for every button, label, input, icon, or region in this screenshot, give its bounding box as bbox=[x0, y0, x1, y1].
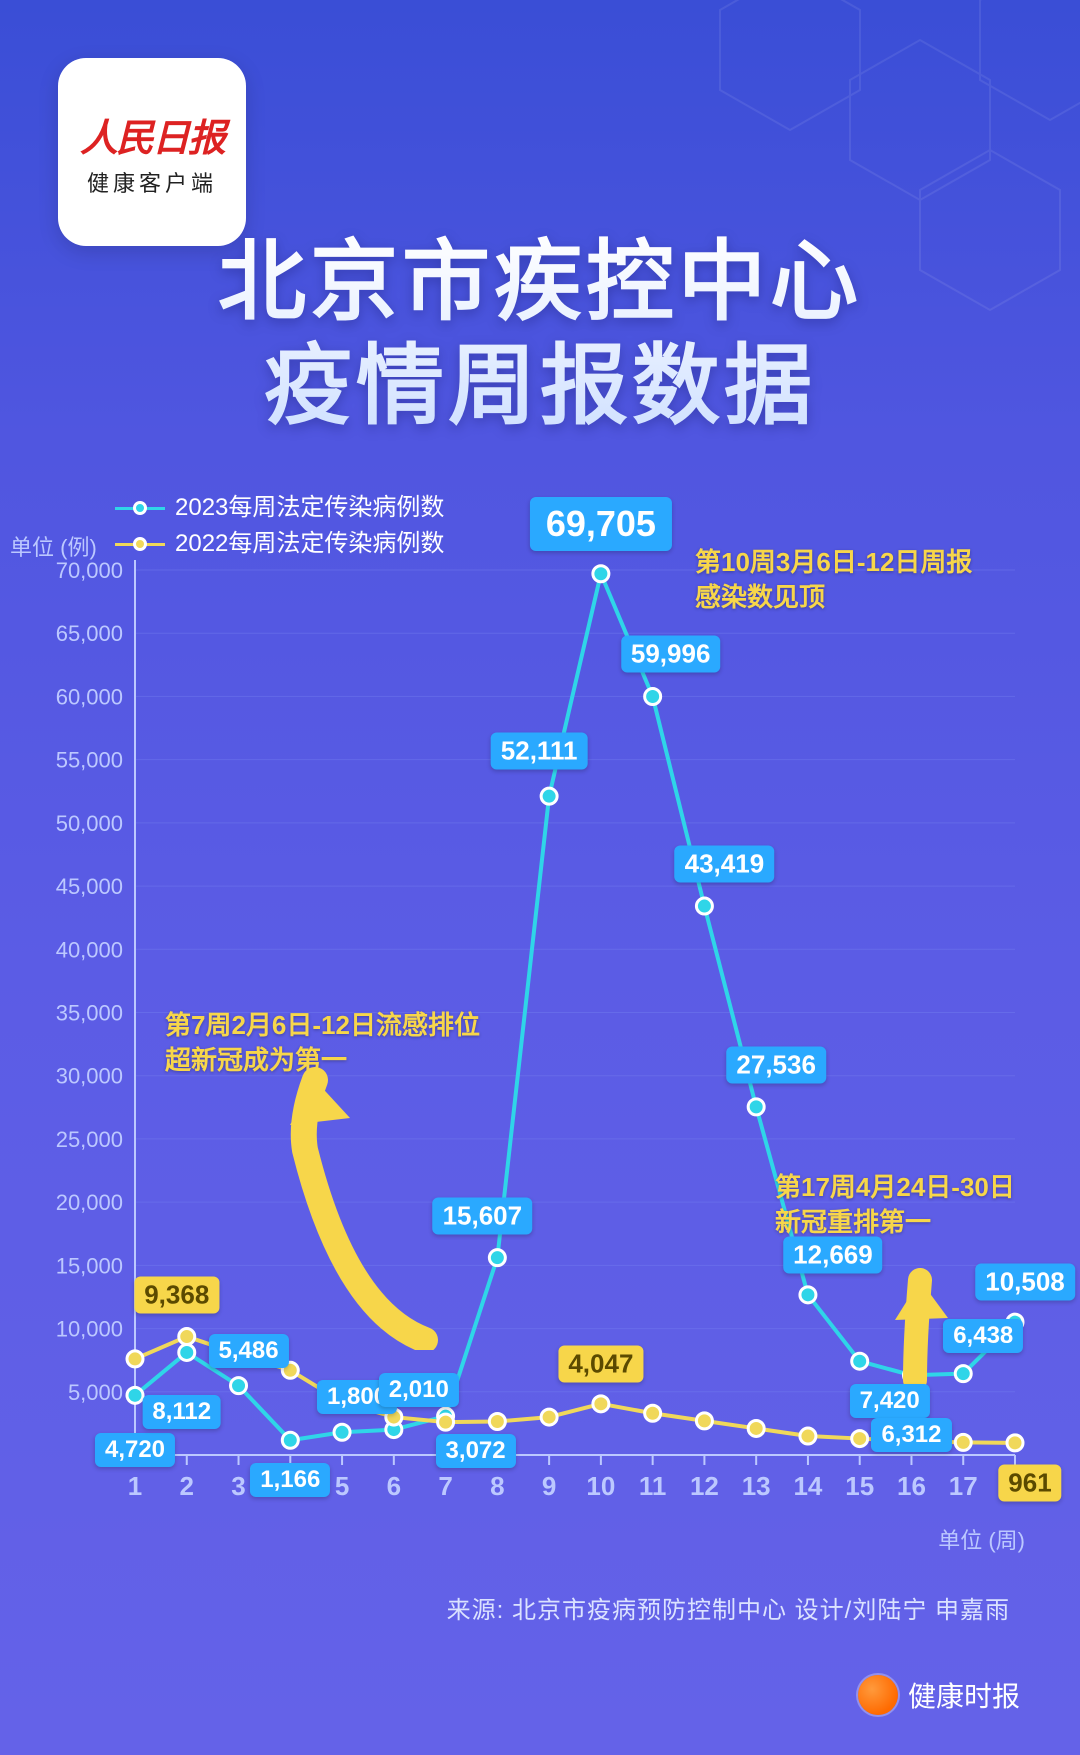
x-tick-label: 10 bbox=[586, 1471, 615, 1501]
series-marker-2022 bbox=[852, 1431, 868, 1447]
x-tick-label: 15 bbox=[845, 1471, 874, 1501]
footer-brand-icon bbox=[858, 1675, 898, 1715]
x-tick-label: 2 bbox=[180, 1471, 194, 1501]
x-tick-label: 13 bbox=[742, 1471, 771, 1501]
data-label: 3,072 bbox=[436, 1434, 516, 1468]
legend-item-2022: 2022每周法定传染病例数 bbox=[115, 526, 444, 562]
legend-label-2023: 2023每周法定传染病例数 bbox=[175, 490, 444, 526]
y-tick-label: 25,000 bbox=[56, 1127, 123, 1152]
y-tick-label: 40,000 bbox=[56, 937, 123, 962]
logo-sub-text: 健康客户端 bbox=[87, 166, 217, 198]
y-tick-label: 55,000 bbox=[56, 748, 123, 773]
x-tick-label: 7 bbox=[438, 1471, 452, 1501]
y-tick-label: 5,000 bbox=[68, 1380, 123, 1405]
y-tick-label: 45,000 bbox=[56, 874, 123, 899]
footer-brand-text: 健康时报 bbox=[908, 1675, 1020, 1715]
series-marker-2023 bbox=[334, 1424, 350, 1440]
y-tick-label: 10,000 bbox=[56, 1317, 123, 1342]
y-tick-label: 65,000 bbox=[56, 621, 123, 646]
series-marker-2022 bbox=[593, 1396, 609, 1412]
y-tick-label: 15,000 bbox=[56, 1253, 123, 1278]
series-marker-2022 bbox=[127, 1351, 143, 1367]
publisher-logo: 人民日报 健康客户端 bbox=[58, 58, 246, 246]
y-tick-label: 60,000 bbox=[56, 684, 123, 709]
source-credit: 来源: 北京市疫病预防控制中心 设计/刘陆宁 申嘉雨 bbox=[447, 1590, 1010, 1625]
title-line-1: 北京市疾控中心 bbox=[218, 232, 862, 331]
x-tick-label: 17 bbox=[949, 1471, 978, 1501]
series-marker-2023 bbox=[541, 788, 557, 804]
series-marker-2023 bbox=[231, 1378, 247, 1394]
data-label: 52,111 bbox=[491, 733, 588, 770]
page-title: 北京市疾控中心 疫情周报数据 bbox=[0, 230, 1080, 438]
y-tick-label: 35,000 bbox=[56, 1001, 123, 1026]
data-label: 27,536 bbox=[726, 1046, 826, 1083]
title-line-2: 疫情周报数据 bbox=[264, 336, 816, 435]
x-tick-label: 6 bbox=[387, 1471, 401, 1501]
data-label: 4,720 bbox=[95, 1433, 175, 1467]
data-label: 5,486 bbox=[208, 1334, 288, 1368]
x-tick-label: 12 bbox=[690, 1471, 719, 1501]
series-marker-2022 bbox=[800, 1428, 816, 1444]
arrow-week17 bbox=[870, 1230, 970, 1390]
x-tick-label: 9 bbox=[542, 1471, 556, 1501]
x-tick-label: 16 bbox=[897, 1471, 926, 1501]
series-marker-2022 bbox=[438, 1414, 454, 1430]
y-tick-label: 50,000 bbox=[56, 811, 123, 836]
legend-item-2023: 2023每周法定传染病例数 bbox=[115, 490, 444, 526]
series-marker-2023 bbox=[282, 1432, 298, 1448]
series-marker-2023 bbox=[696, 898, 712, 914]
legend-label-2022: 2022每周法定传染病例数 bbox=[175, 526, 444, 562]
x-tick-label: 8 bbox=[490, 1471, 504, 1501]
series-marker-2023 bbox=[127, 1387, 143, 1403]
data-label: 59,996 bbox=[621, 636, 721, 673]
data-label: 15,607 bbox=[433, 1197, 533, 1234]
series-marker-2023 bbox=[800, 1287, 816, 1303]
y-tick-label: 70,000 bbox=[56, 558, 123, 583]
x-tick-label: 3 bbox=[231, 1471, 245, 1501]
data-label: 8,112 bbox=[142, 1395, 221, 1429]
data-label: 10,508 bbox=[975, 1264, 1075, 1301]
logo-main-text: 人民日报 bbox=[80, 107, 224, 162]
series-marker-2022 bbox=[489, 1413, 505, 1429]
footer-brand: 健康时报 bbox=[858, 1675, 1020, 1715]
series-marker-2023 bbox=[852, 1353, 868, 1369]
series-marker-2023 bbox=[593, 566, 609, 582]
series-marker-2022 bbox=[748, 1420, 764, 1436]
data-label: 4,047 bbox=[558, 1345, 643, 1382]
data-label: 9,368 bbox=[134, 1276, 219, 1313]
data-label: 1,166 bbox=[250, 1463, 330, 1497]
series-marker-2023 bbox=[489, 1250, 505, 1266]
data-label: 12,669 bbox=[783, 1236, 883, 1273]
data-label: 961 bbox=[998, 1464, 1061, 1501]
x-tick-label: 5 bbox=[335, 1471, 349, 1501]
data-label: 43,419 bbox=[675, 846, 775, 883]
series-marker-2023 bbox=[645, 688, 661, 704]
series-marker-2023 bbox=[748, 1099, 764, 1115]
data-label: 6,438 bbox=[943, 1319, 1023, 1353]
series-marker-2022 bbox=[1007, 1435, 1023, 1451]
annotation-peak: 第10周3月6日-12日周报 感染数见顶 bbox=[695, 545, 972, 615]
x-tick-label: 1 bbox=[128, 1471, 142, 1501]
data-label: 6,312 bbox=[871, 1418, 951, 1452]
line-chart: 单位 (例) 2023每周法定传染病例数 2022每周法定传染病例数 05,00… bbox=[55, 490, 1025, 1510]
chart-legend: 2023每周法定传染病例数 2022每周法定传染病例数 bbox=[115, 490, 444, 562]
series-marker-2022 bbox=[696, 1413, 712, 1429]
x-tick-label: 11 bbox=[639, 1471, 667, 1501]
series-marker-2022 bbox=[645, 1405, 661, 1421]
data-label: 7,420 bbox=[850, 1384, 930, 1418]
y-tick-label: 20,000 bbox=[56, 1190, 123, 1215]
data-label: 2,010 bbox=[379, 1373, 459, 1407]
series-marker-2022 bbox=[955, 1434, 971, 1450]
x-axis-unit: 单位 (周) bbox=[938, 1523, 1025, 1555]
series-marker-2022 bbox=[541, 1409, 557, 1425]
y-tick-label: 30,000 bbox=[56, 1064, 123, 1089]
data-label: 69,705 bbox=[530, 497, 672, 551]
series-marker-2022 bbox=[179, 1329, 195, 1345]
series-marker-2023 bbox=[179, 1344, 195, 1360]
x-tick-label: 14 bbox=[793, 1471, 822, 1501]
